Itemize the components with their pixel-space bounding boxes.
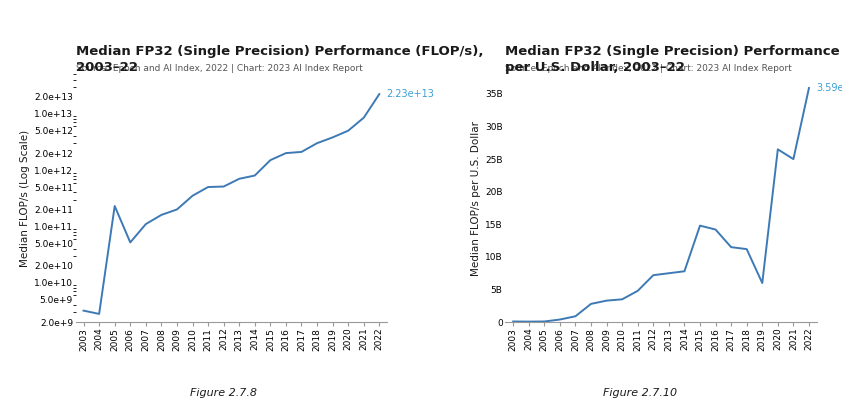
Text: 2.23e+13: 2.23e+13 bbox=[386, 89, 434, 99]
Text: Median FP32 (Single Precision) Performance (FLOP/s)
per U.S. Dollar, 2003–22: Median FP32 (Single Precision) Performan… bbox=[505, 45, 842, 74]
Text: Median FP32 (Single Precision) Performance (FLOP/s),
2003–22: Median FP32 (Single Precision) Performan… bbox=[76, 45, 483, 74]
Y-axis label: Median FLOP/s per U.S. Dollar: Median FLOP/s per U.S. Dollar bbox=[471, 121, 481, 276]
Text: Source: Epoch and AI Index, 2022 | Chart: 2023 AI Index Report: Source: Epoch and AI Index, 2022 | Chart… bbox=[76, 64, 363, 73]
Text: Source: Epoch and AI Index, 2022 | Chart: 2023 AI Index Report: Source: Epoch and AI Index, 2022 | Chart… bbox=[505, 64, 792, 73]
Y-axis label: Median FLOP/s (Log Scale): Median FLOP/s (Log Scale) bbox=[20, 130, 29, 267]
Text: Figure 2.7.10: Figure 2.7.10 bbox=[603, 389, 677, 399]
Text: 3.59e+10: 3.59e+10 bbox=[816, 83, 842, 93]
Text: Figure 2.7.8: Figure 2.7.8 bbox=[189, 389, 257, 399]
